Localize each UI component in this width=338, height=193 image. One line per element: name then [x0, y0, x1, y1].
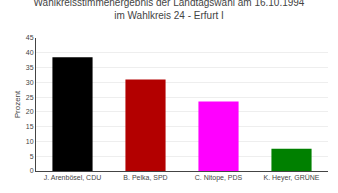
svg-text:J. Arenbösel, CDU: J. Arenbösel, CDU: [44, 174, 102, 181]
svg-text:15: 15: [26, 123, 34, 130]
svg-text:C. Nitope, PDS: C. Nitope, PDS: [195, 174, 243, 182]
svg-text:5: 5: [30, 153, 34, 160]
svg-text:K. Heyer, GRÜNE: K. Heyer, GRÜNE: [263, 174, 319, 182]
svg-text:25: 25: [26, 94, 34, 101]
svg-text:30: 30: [26, 79, 34, 86]
svg-text:35: 35: [26, 64, 34, 71]
svg-text:20: 20: [26, 108, 34, 115]
svg-text:B. Pelka, SPD: B. Pelka, SPD: [123, 174, 167, 181]
svg-text:Wahlkreisstimmenergebnis der L: Wahlkreisstimmenergebnis der Landtagswah…: [34, 0, 305, 21]
svg-text:10: 10: [26, 138, 34, 145]
svg-text:40: 40: [26, 49, 34, 56]
svg-text:0: 0: [30, 167, 34, 174]
svg-text:Prozent: Prozent: [13, 90, 22, 118]
svg-text:45: 45: [26, 34, 34, 41]
